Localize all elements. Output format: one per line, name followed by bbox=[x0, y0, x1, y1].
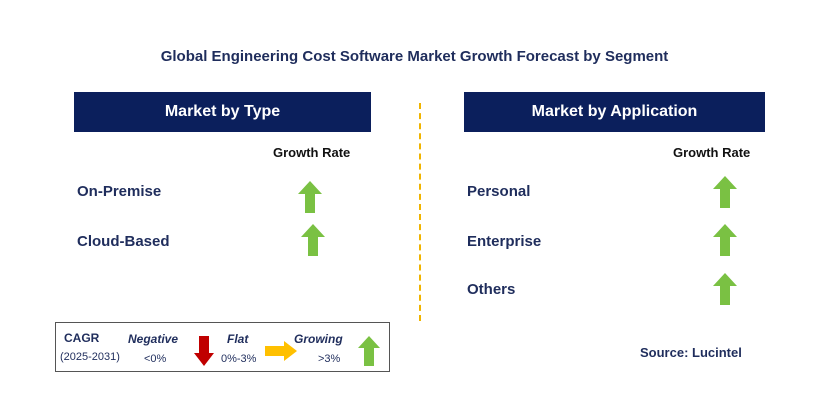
market-by-type-header: Market by Type bbox=[74, 92, 371, 132]
red-down-arrow-icon bbox=[194, 336, 214, 366]
segment-label-on-premise: On-Premise bbox=[77, 183, 162, 200]
cagr-legend: CAGR (2025-2031) Negative <0% Flat 0%-3%… bbox=[55, 322, 390, 372]
panel-divider bbox=[419, 103, 421, 321]
green-up-arrow-icon bbox=[298, 181, 322, 213]
legend-negative-range: <0% bbox=[144, 353, 167, 365]
legend-growing-label: Growing bbox=[294, 332, 343, 346]
legend-flat-range: 0%-3% bbox=[221, 353, 257, 365]
segment-label-enterprise: Enterprise bbox=[467, 233, 542, 250]
chart-title: Global Engineering Cost Software Market … bbox=[160, 48, 669, 65]
legend-growing-range: >3% bbox=[318, 353, 341, 365]
legend-cagr-label: CAGR bbox=[64, 331, 100, 345]
green-up-arrow-icon bbox=[358, 336, 380, 366]
right-growth-rate-label: Growth Rate bbox=[673, 145, 751, 160]
yellow-right-arrow-icon bbox=[265, 341, 297, 361]
segment-label-others: Others bbox=[467, 281, 516, 298]
green-up-arrow-icon bbox=[713, 273, 737, 305]
segment-label-personal: Personal bbox=[467, 183, 531, 200]
left-growth-rate-label: Growth Rate bbox=[273, 145, 351, 160]
legend-years-label: (2025-2031) bbox=[60, 351, 120, 363]
green-up-arrow-icon bbox=[713, 176, 737, 208]
green-up-arrow-icon bbox=[301, 224, 325, 256]
market-by-application-header: Market by Application bbox=[464, 92, 765, 132]
legend-flat-label: Flat bbox=[227, 332, 249, 346]
green-up-arrow-icon bbox=[713, 224, 737, 256]
source-label: Source: Lucintel bbox=[640, 345, 742, 360]
segment-label-cloud-based: Cloud-Based bbox=[77, 233, 170, 250]
legend-negative-label: Negative bbox=[128, 332, 179, 346]
